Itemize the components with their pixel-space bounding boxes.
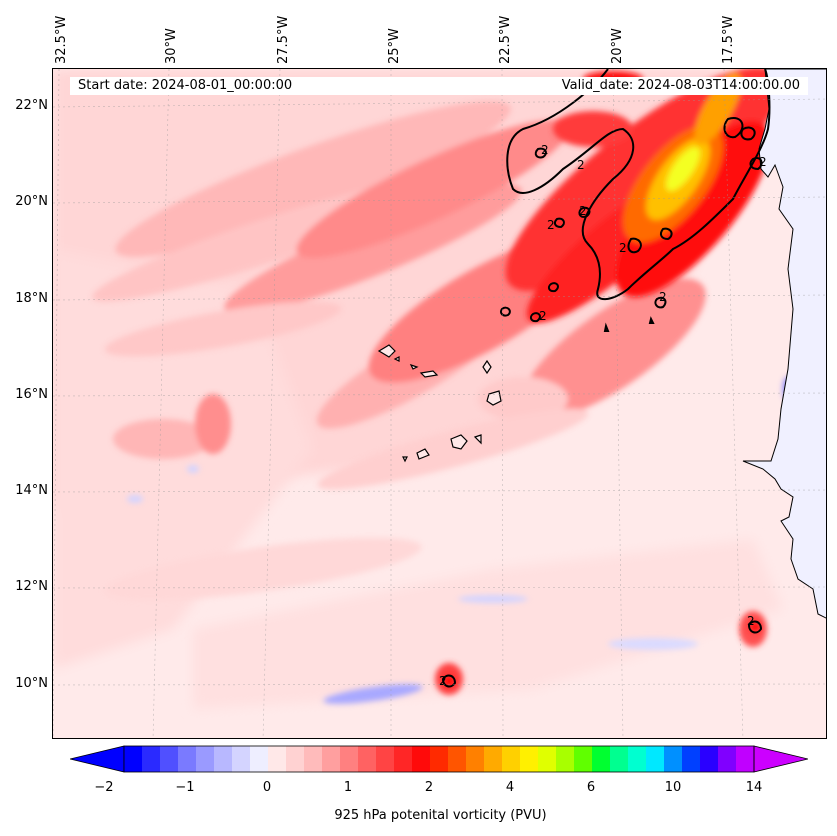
colorbar-cell [322, 746, 341, 772]
lat-label-20n: 20°N [15, 194, 48, 209]
lon-label-22-5w: 22.5°W [498, 15, 513, 64]
contour-label: 2 [547, 218, 555, 232]
colorbar-cell [214, 746, 233, 772]
colorbar-arrow-low [70, 745, 125, 773]
pv-field-map: 2 2 2 2 2 2 2 2 2 2 [53, 69, 826, 738]
lat-label-12n: 12°N [15, 579, 48, 594]
colorbar-cell [538, 746, 557, 772]
colorbar-cell [160, 746, 179, 772]
colorbar-cell [250, 746, 269, 772]
contour-label: 2 [659, 290, 667, 304]
colorbar-cell [142, 746, 161, 772]
colorbar-title: 925 hPa potenital vorticity (PVU) [334, 808, 547, 823]
cb-tick-label: 14 [745, 780, 763, 795]
colorbar-cell [520, 746, 539, 772]
colorbar-cell [430, 746, 449, 772]
lat-label-10n: 10°N [15, 676, 48, 691]
pv-high-core [505, 69, 781, 323]
cb-tick-label: 2 [424, 780, 434, 795]
colorbar-cell [448, 746, 467, 772]
colorbar-cell [592, 746, 611, 772]
colorbar-cell [556, 746, 575, 772]
cb-tick-label: −1 [175, 780, 195, 795]
colorbar-cell [736, 746, 755, 772]
colorbar [70, 745, 808, 773]
colorbar-cell [502, 746, 521, 772]
colorbar-cell [466, 746, 485, 772]
contour-label: 2 [747, 614, 755, 628]
colorbar-cell [628, 746, 647, 772]
colorbar-cell [358, 746, 377, 772]
contour-label: 2 [439, 674, 447, 688]
cb-tick-label: 1 [343, 780, 353, 795]
cb-tick-label: 10 [664, 780, 682, 795]
contour-label: 2 [577, 158, 585, 172]
lon-label-32-5w: 32.5°W [54, 15, 69, 64]
lat-label-18n: 18°N [15, 291, 48, 306]
colorbar-cell [286, 746, 305, 772]
lon-label-20w: 20°W [610, 28, 625, 64]
pv-2-contours [441, 69, 771, 688]
lon-label-27-5w: 27.5°W [276, 15, 291, 64]
lon-label-17-5w: 17.5°W [721, 15, 736, 64]
colorbar-cell [268, 746, 287, 772]
colorbar-cell [610, 746, 629, 772]
colorbar-cell [124, 746, 143, 772]
contour-label: 2 [579, 204, 587, 218]
colorbar-cell [718, 746, 737, 772]
graticule [53, 69, 826, 738]
contour-label: 2 [539, 309, 547, 323]
colorbar-cell [664, 746, 683, 772]
colorbar-cell [232, 746, 251, 772]
colorbar-arrow-high [753, 745, 808, 773]
start-date: Start date: 2024-08-01_00:00:00 [78, 78, 293, 93]
lat-label-14n: 14°N [15, 483, 48, 498]
colorbar-cell [700, 746, 719, 772]
colorbar-cell [340, 746, 359, 772]
pv-contour-labels: 2 2 2 2 2 2 2 2 2 2 [439, 143, 767, 688]
colorbar-cell [304, 746, 323, 772]
contour-label: 2 [759, 155, 767, 169]
land-africa [742, 69, 826, 619]
map-panel: 2 2 2 2 2 2 2 2 2 2 [52, 68, 827, 739]
colorbar-cell [646, 746, 665, 772]
colorbar-cell [574, 746, 593, 772]
valid-date: Valid_date: 2024-08-03T14:00:00.00 [561, 78, 800, 93]
lat-label-22n: 22°N [15, 98, 48, 113]
colorbar-cell [682, 746, 701, 772]
colorbar-cell [376, 746, 395, 772]
colorbar-cell [178, 746, 197, 772]
lat-label-16n: 16°N [15, 387, 48, 402]
colorbar-cell [394, 746, 413, 772]
lon-label-30w: 30°W [164, 28, 179, 64]
cb-tick-label: 0 [262, 780, 272, 795]
lon-label-25w: 25°W [387, 28, 402, 64]
colorbar-cell [196, 746, 215, 772]
colorbar-cell [412, 746, 431, 772]
cb-tick-label: 4 [505, 780, 515, 795]
contour-label: 2 [619, 241, 627, 255]
colorbar-cell [484, 746, 503, 772]
cb-tick-label: 6 [586, 780, 596, 795]
cb-tick-label: −2 [94, 780, 114, 795]
date-header: Start date: 2024-08-01_00:00:00 Valid_da… [70, 77, 808, 95]
colorbar-cells [124, 746, 755, 772]
contour-label: 2 [541, 143, 549, 157]
